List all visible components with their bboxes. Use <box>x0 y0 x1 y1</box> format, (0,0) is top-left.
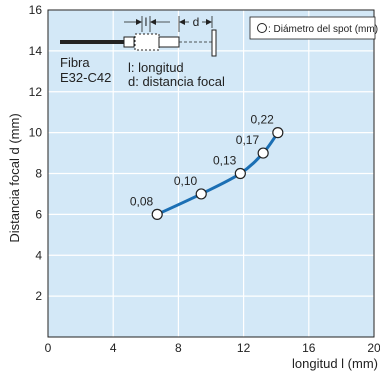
y-tick-label: 8 <box>35 167 42 181</box>
fiber-label-line-2: E32-C42 <box>60 70 111 85</box>
y-tick-label: 14 <box>29 44 43 58</box>
x-tick-label: 4 <box>110 341 117 355</box>
legend: : Diámetro del spot (mm) <box>249 16 378 40</box>
d-arrowhead-right <box>206 19 212 25</box>
data-point <box>195 188 207 200</box>
target-plate <box>211 29 217 57</box>
data-point <box>272 127 284 139</box>
data-point <box>257 147 269 159</box>
l-arrowhead-left <box>136 19 142 25</box>
series-markers <box>151 127 284 220</box>
x-tick-labels: 0 4 8 12 16 20 <box>45 341 380 355</box>
data-point-label: 0,13 <box>213 154 237 168</box>
definition-d: d: distancia focal <box>128 74 225 89</box>
d-marker-label: d <box>193 15 200 29</box>
data-point-label: 0,17 <box>236 133 260 147</box>
fiber-label-line-1: Fibra <box>60 55 90 70</box>
d-arrowhead-left <box>179 19 185 25</box>
y-tick-label: 10 <box>29 126 43 140</box>
l-marker-label: l <box>145 15 148 29</box>
x-axis-label: longitud l (mm) <box>292 356 378 371</box>
point-labels: 0,08 0,10 0,13 0,17 0,22 <box>130 113 274 209</box>
y-tick-label: 6 <box>35 207 42 221</box>
y-tick-label: 12 <box>29 85 43 99</box>
x-tick-label: 20 <box>367 341 380 355</box>
x-tick-label: 0 <box>45 341 52 355</box>
fiber-diagram: l d Fibra E32-C42 l: longitud d: distanc… <box>60 15 225 89</box>
data-point <box>234 167 246 180</box>
fiber-cable <box>60 40 126 44</box>
fiber-tip <box>158 36 180 48</box>
data-point-label: 0,10 <box>174 174 198 188</box>
legend-label: : Diámetro del spot (mm) <box>268 24 378 35</box>
l-arrowhead-right <box>150 19 156 25</box>
x-tick-label: 12 <box>237 341 251 355</box>
data-point <box>151 208 163 220</box>
x-tick-label: 16 <box>302 341 316 355</box>
data-point-label: 0,22 <box>250 113 274 127</box>
fiber-lens-housing <box>134 33 160 51</box>
legend-box <box>249 16 376 40</box>
legend-marker <box>257 23 267 33</box>
y-axis-label: Distancia focal d (mm) <box>7 113 22 242</box>
y-tick-label: 2 <box>35 289 42 303</box>
x-tick-label: 8 <box>175 341 182 355</box>
plot-frame <box>47 9 375 338</box>
y-tick-label: 16 <box>29 3 43 17</box>
y-tick-labels: 2 4 6 8 10 12 14 16 <box>29 3 43 303</box>
data-point-label: 0,08 <box>130 194 154 208</box>
definition-l: l: longitud <box>128 60 184 75</box>
fiber-connector <box>123 36 135 48</box>
fiber-label: Fibra E32-C42 <box>60 55 111 85</box>
y-tick-label: 4 <box>35 248 42 262</box>
